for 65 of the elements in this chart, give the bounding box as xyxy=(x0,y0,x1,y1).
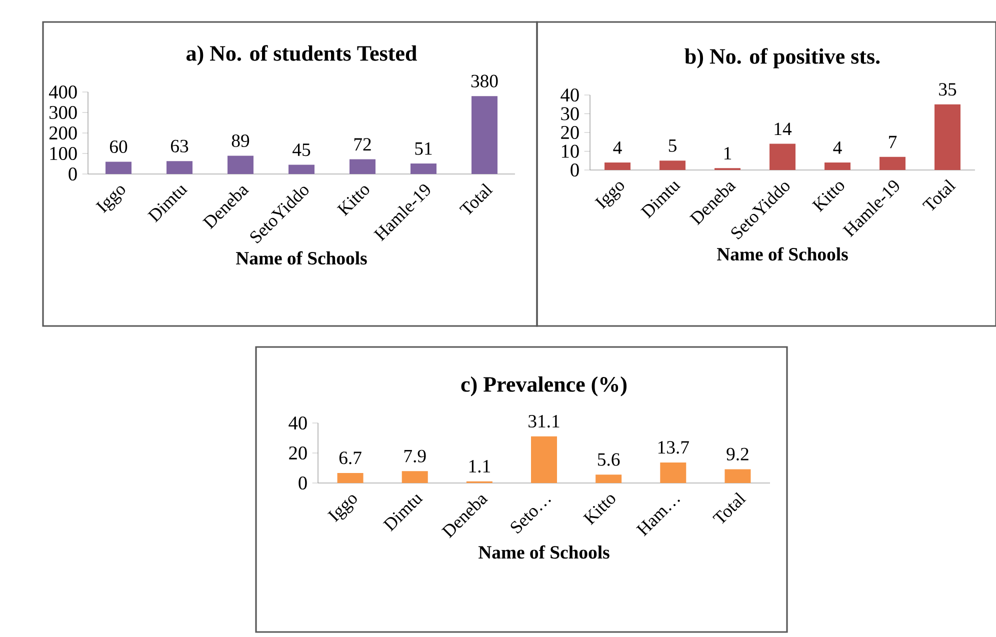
bar xyxy=(880,156,906,170)
y-tick-label: 0 xyxy=(298,476,307,490)
bar xyxy=(166,161,193,174)
data-label: 60 xyxy=(110,140,128,153)
bar xyxy=(471,96,498,174)
y-tick-label: 200 xyxy=(49,126,77,140)
data-label: 89 xyxy=(232,134,250,148)
chart-title: a) No. of students Tested xyxy=(186,45,417,66)
x-axis-title: Name of Schools xyxy=(478,545,610,559)
bar xyxy=(660,160,686,170)
y-tick-label: 0 xyxy=(68,167,77,181)
y-tick-label: 30 xyxy=(561,107,579,120)
x-tick-label: Iggo xyxy=(96,186,126,214)
x-tick-label: Kitto xyxy=(582,495,616,526)
y-tick-label: 40 xyxy=(288,416,307,430)
data-label: 4 xyxy=(613,141,622,154)
bar xyxy=(824,162,850,170)
data-label: 7 xyxy=(889,136,897,148)
y-tick-label: 20 xyxy=(289,446,307,460)
bar xyxy=(288,164,314,174)
data-label: 380 xyxy=(471,74,498,88)
data-label: 5.6 xyxy=(598,453,620,466)
x-tick-label: Iggo xyxy=(327,495,357,522)
data-label: 31.1 xyxy=(528,415,560,428)
data-label: 13.7 xyxy=(658,441,689,454)
data-label: 72 xyxy=(354,138,371,151)
bar xyxy=(106,162,132,174)
y-tick-label: 0 xyxy=(570,163,579,177)
data-label: 45 xyxy=(292,144,310,156)
y-tick-label: 20 xyxy=(561,126,579,140)
y-tick-label: 100 xyxy=(50,146,77,160)
chart-title: b) No. of positive sts. xyxy=(684,48,880,68)
data-label: 4 xyxy=(833,141,842,154)
data-label: 6.7 xyxy=(339,452,362,464)
x-tick-label: Iggo xyxy=(594,182,624,210)
y-tick-label: 300 xyxy=(50,106,77,120)
data-label: 35 xyxy=(939,83,956,96)
bar xyxy=(410,164,436,174)
bar xyxy=(531,436,558,483)
bar xyxy=(596,474,622,483)
data-label: 9.2 xyxy=(726,448,748,460)
bar xyxy=(350,159,376,174)
data-label: 51 xyxy=(415,142,432,155)
y-tick-label: 40 xyxy=(560,88,579,102)
y-tick-label: 400 xyxy=(48,85,77,99)
data-label: 7.9 xyxy=(404,450,426,462)
x-axis-title: Name of Schools xyxy=(717,247,848,261)
bar xyxy=(934,104,960,170)
data-label: 63 xyxy=(170,140,188,152)
bar xyxy=(228,156,254,174)
bar xyxy=(660,462,686,483)
data-label: 1 xyxy=(724,147,732,160)
bar xyxy=(402,471,428,483)
bar xyxy=(724,469,751,483)
x-tick-label: Kitto xyxy=(336,186,370,216)
chart-title: c) Prevalence (%) xyxy=(461,376,627,396)
data-label: 14 xyxy=(774,122,792,136)
data-label: 5 xyxy=(668,140,676,152)
bar xyxy=(337,472,364,483)
data-label: 1.1 xyxy=(469,460,490,473)
bar xyxy=(604,162,631,170)
x-tick-label: Kitto xyxy=(812,182,844,212)
y-tick-label: 10 xyxy=(562,144,579,158)
x-axis-title: Name of Schools xyxy=(236,251,367,265)
bar xyxy=(770,144,796,170)
